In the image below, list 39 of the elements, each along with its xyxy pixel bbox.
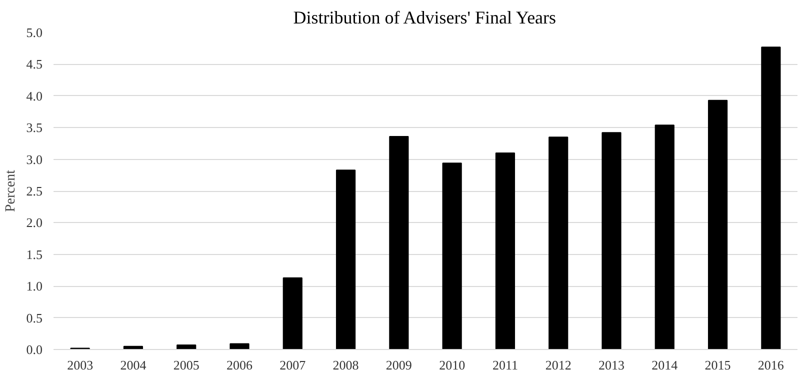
bar	[176, 344, 196, 350]
x-tick-label: 2016	[758, 358, 784, 372]
bar	[230, 343, 250, 350]
x-tick-label: 2015	[704, 358, 731, 372]
x-tick-label: 2007	[280, 358, 306, 372]
bar	[654, 124, 674, 350]
x-tick-label: 2009	[386, 358, 412, 372]
bar	[495, 152, 516, 350]
y-tick-label: 1.5	[26, 246, 42, 262]
x-tick-label: 2006	[226, 358, 253, 372]
x-tick-label: 2014	[652, 358, 678, 372]
bar	[761, 46, 781, 350]
x-tick-label: 2012	[545, 358, 572, 372]
y-tick-label: 2.0	[26, 215, 42, 230]
y-tick-label: 0.5	[26, 310, 42, 326]
bar	[389, 136, 409, 350]
x-tick-label: 2003	[67, 358, 94, 372]
bar	[282, 277, 302, 350]
x-tick-label: 2008	[332, 358, 359, 372]
x-tick-label: 2004	[120, 358, 147, 372]
y-tick-label: 4.0	[26, 88, 42, 104]
bar	[708, 100, 728, 350]
bar	[602, 132, 622, 350]
y-tick-label: 2.5	[26, 184, 42, 198]
y-tick-label: 3.5	[26, 120, 42, 136]
x-tick-label: 2010	[439, 358, 466, 372]
bar	[336, 170, 356, 350]
x-tick-label: 2011	[492, 358, 518, 372]
bar	[442, 162, 462, 350]
y-tick-label: 0.0	[26, 342, 42, 357]
x-tick-label: 2005	[173, 358, 200, 372]
chart-title: Distribution of Advisers' Final Years	[293, 8, 556, 28]
bar	[548, 136, 568, 350]
y-tick-label: 3.0	[26, 152, 42, 167]
y-tick-label: 4.5	[26, 56, 42, 72]
y-axis-title: Percent	[3, 170, 18, 212]
y-tick-label: 1.0	[26, 278, 42, 294]
x-tick-label: 2013	[598, 358, 624, 372]
y-tick-label: 5.0	[26, 25, 42, 40]
